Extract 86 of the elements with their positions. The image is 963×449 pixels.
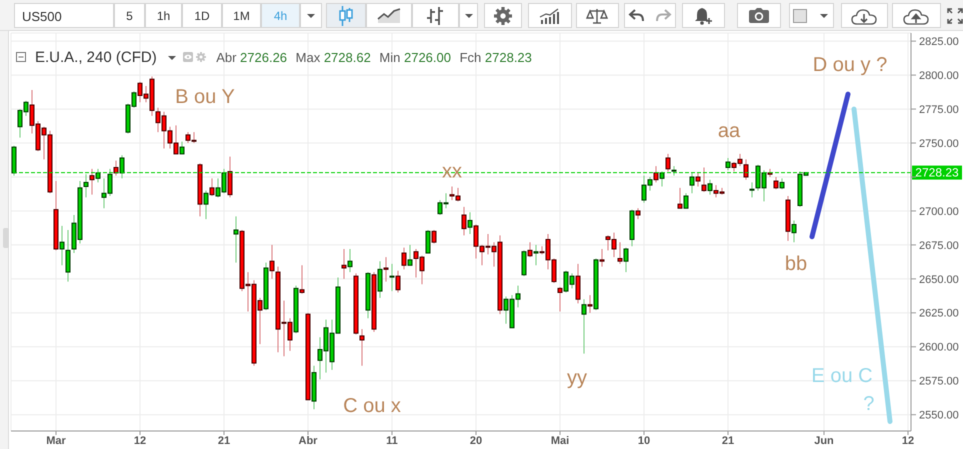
candlestick [624, 247, 628, 273]
candlestick [708, 179, 712, 196]
candlestick [234, 216, 238, 264]
candlestick [600, 248, 604, 268]
candlestick [90, 168, 94, 196]
candlestick [300, 264, 304, 294]
candlestick [684, 192, 688, 209]
candlestick [360, 328, 364, 366]
candlestick [618, 242, 622, 264]
ref-line-label: 2728.23 [915, 166, 960, 180]
y-tick-label: 2825.00 [919, 36, 959, 48]
x-tick-label: 21 [218, 434, 230, 447]
y-tick-label: 2625.00 [919, 308, 959, 320]
timeframe-button: 5 [114, 3, 145, 28]
x-tick-label: 20 [470, 434, 482, 447]
y-tick-label: 2550.00 [919, 410, 959, 422]
y-tick-label: 2650.00 [919, 274, 959, 286]
candlestick [582, 298, 586, 354]
candlestick [780, 178, 784, 190]
candlestick [402, 247, 406, 270]
annotation: E ou C ? [811, 365, 874, 415]
timeframe-button: 1D [182, 3, 222, 28]
candlestick [744, 158, 748, 180]
candlestick [558, 286, 562, 312]
candlestick [636, 208, 640, 220]
x-tick-label: 12 [134, 434, 146, 447]
x-tick-label: 12 [902, 434, 914, 447]
candlestick [528, 242, 532, 258]
timeframe-button: 1M [222, 3, 261, 28]
timeframe-button: 4h [261, 3, 300, 28]
candlestick [654, 166, 658, 183]
y-tick-label: 2750.00 [919, 138, 959, 150]
text: E.U.A., 240 (CFD) [35, 49, 157, 66]
candlestick [462, 206, 466, 236]
candlestick [426, 229, 430, 254]
candlestick [522, 250, 526, 277]
y-tick-label: 2800.00 [919, 70, 959, 82]
x-tick-label: Mai [550, 434, 570, 447]
candlestick [210, 178, 214, 197]
annotation: bb [784, 253, 808, 276]
y-tick-label: 2700.00 [919, 206, 959, 218]
candlestick [534, 244, 538, 266]
candlestick [666, 153, 670, 172]
y-tick-label: 2775.00 [919, 104, 959, 116]
candlestick [726, 157, 730, 171]
candlestick [204, 190, 208, 220]
candlestick [702, 166, 706, 192]
x-tick-label: Jun [814, 434, 834, 447]
candlestick [180, 141, 184, 154]
symbol-field: US500 [14, 3, 114, 28]
candlestick [342, 248, 346, 280]
candlestick [114, 160, 118, 176]
candlestick [378, 260, 382, 298]
candlestick [678, 187, 682, 209]
candlestick [696, 172, 700, 187]
y-tick-label: 2600.00 [919, 342, 959, 354]
annotation: aa [718, 120, 741, 142]
candlestick [270, 244, 274, 280]
candlestick [432, 229, 436, 244]
x-tick-label: Mar [46, 434, 66, 447]
y-tick-label: 2575.00 [919, 376, 959, 388]
candlestick [60, 225, 64, 266]
x-tick-label: 11 [386, 434, 398, 447]
annotation: D ou y ? [812, 54, 888, 76]
candlestick [348, 248, 352, 273]
candlestick [384, 256, 388, 282]
candlestick [774, 176, 778, 190]
candlestick [588, 294, 592, 314]
candlestick [750, 182, 754, 198]
timeframe-button: 1h [145, 3, 182, 28]
candlestick [396, 270, 400, 293]
y-tick-label: 2675.00 [919, 240, 959, 252]
candlestick [228, 156, 232, 198]
candlestick [468, 212, 472, 235]
annotation: C ou x [343, 395, 401, 417]
x-tick-label: 10 [638, 434, 650, 447]
candlestick [576, 263, 580, 304]
candlestick [390, 263, 394, 292]
x-tick-label: 21 [722, 434, 734, 447]
annotation: B ou Y [175, 86, 235, 108]
candlestick [408, 244, 412, 266]
x-tick-label: Abr [298, 434, 318, 447]
annotation: yy [567, 367, 587, 389]
candlestick [792, 220, 796, 243]
candlestick [66, 229, 70, 282]
annotation: Abr 2726.26 Max 2728.62 Min 2726.00 Fch 2728.23 [216, 50, 532, 65]
